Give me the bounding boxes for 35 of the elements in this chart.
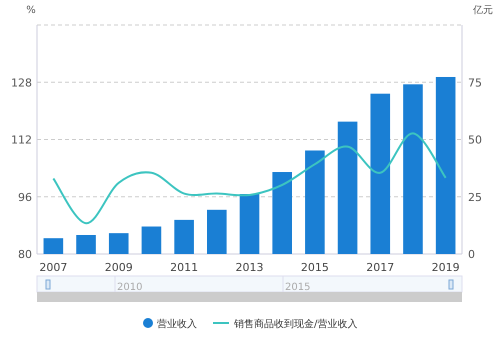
- legend-label: 营业收入: [157, 318, 197, 330]
- bar: [44, 238, 64, 254]
- bar: [108, 233, 129, 254]
- y2-tick-label: 0: [468, 248, 475, 261]
- y-tick-label: 80: [18, 248, 32, 261]
- bar: [240, 194, 260, 254]
- bar: [370, 94, 390, 254]
- y-tick-label: 128: [11, 76, 32, 90]
- bar: [76, 234, 96, 254]
- y2-tick-label: 25: [468, 190, 482, 204]
- y-axis-title: %: [26, 5, 36, 16]
- y2-tick-label: 50: [468, 134, 482, 146]
- bar: [436, 76, 456, 254]
- legend-label: 销售商品收到现金/营业收入: [233, 318, 358, 330]
- x-tick-label: 2009: [104, 261, 133, 274]
- bar: [338, 122, 358, 254]
- y2-axis-title: 亿元: [472, 5, 493, 16]
- x-tick-label: 2017: [366, 261, 394, 274]
- x-tick-label: 2019: [432, 261, 460, 274]
- x-tick-label: 2013: [236, 261, 264, 274]
- text: 2010: [117, 282, 142, 293]
- y-tick-label: 96: [18, 190, 32, 204]
- x-tick-label: 2015: [300, 261, 329, 274]
- bar: [272, 172, 292, 254]
- line-series: [52, 132, 447, 224]
- y2-tick-label: 75: [468, 76, 482, 90]
- x-tick-label: 2011: [170, 261, 198, 274]
- x-tick-label: 2007: [39, 261, 68, 274]
- text: 2015: [285, 282, 310, 293]
- bar: [207, 210, 227, 254]
- bar: [403, 84, 423, 254]
- y-tick-label: 112: [11, 134, 32, 146]
- bar: [305, 150, 325, 254]
- bar: [174, 220, 194, 254]
- bar: [142, 226, 162, 254]
